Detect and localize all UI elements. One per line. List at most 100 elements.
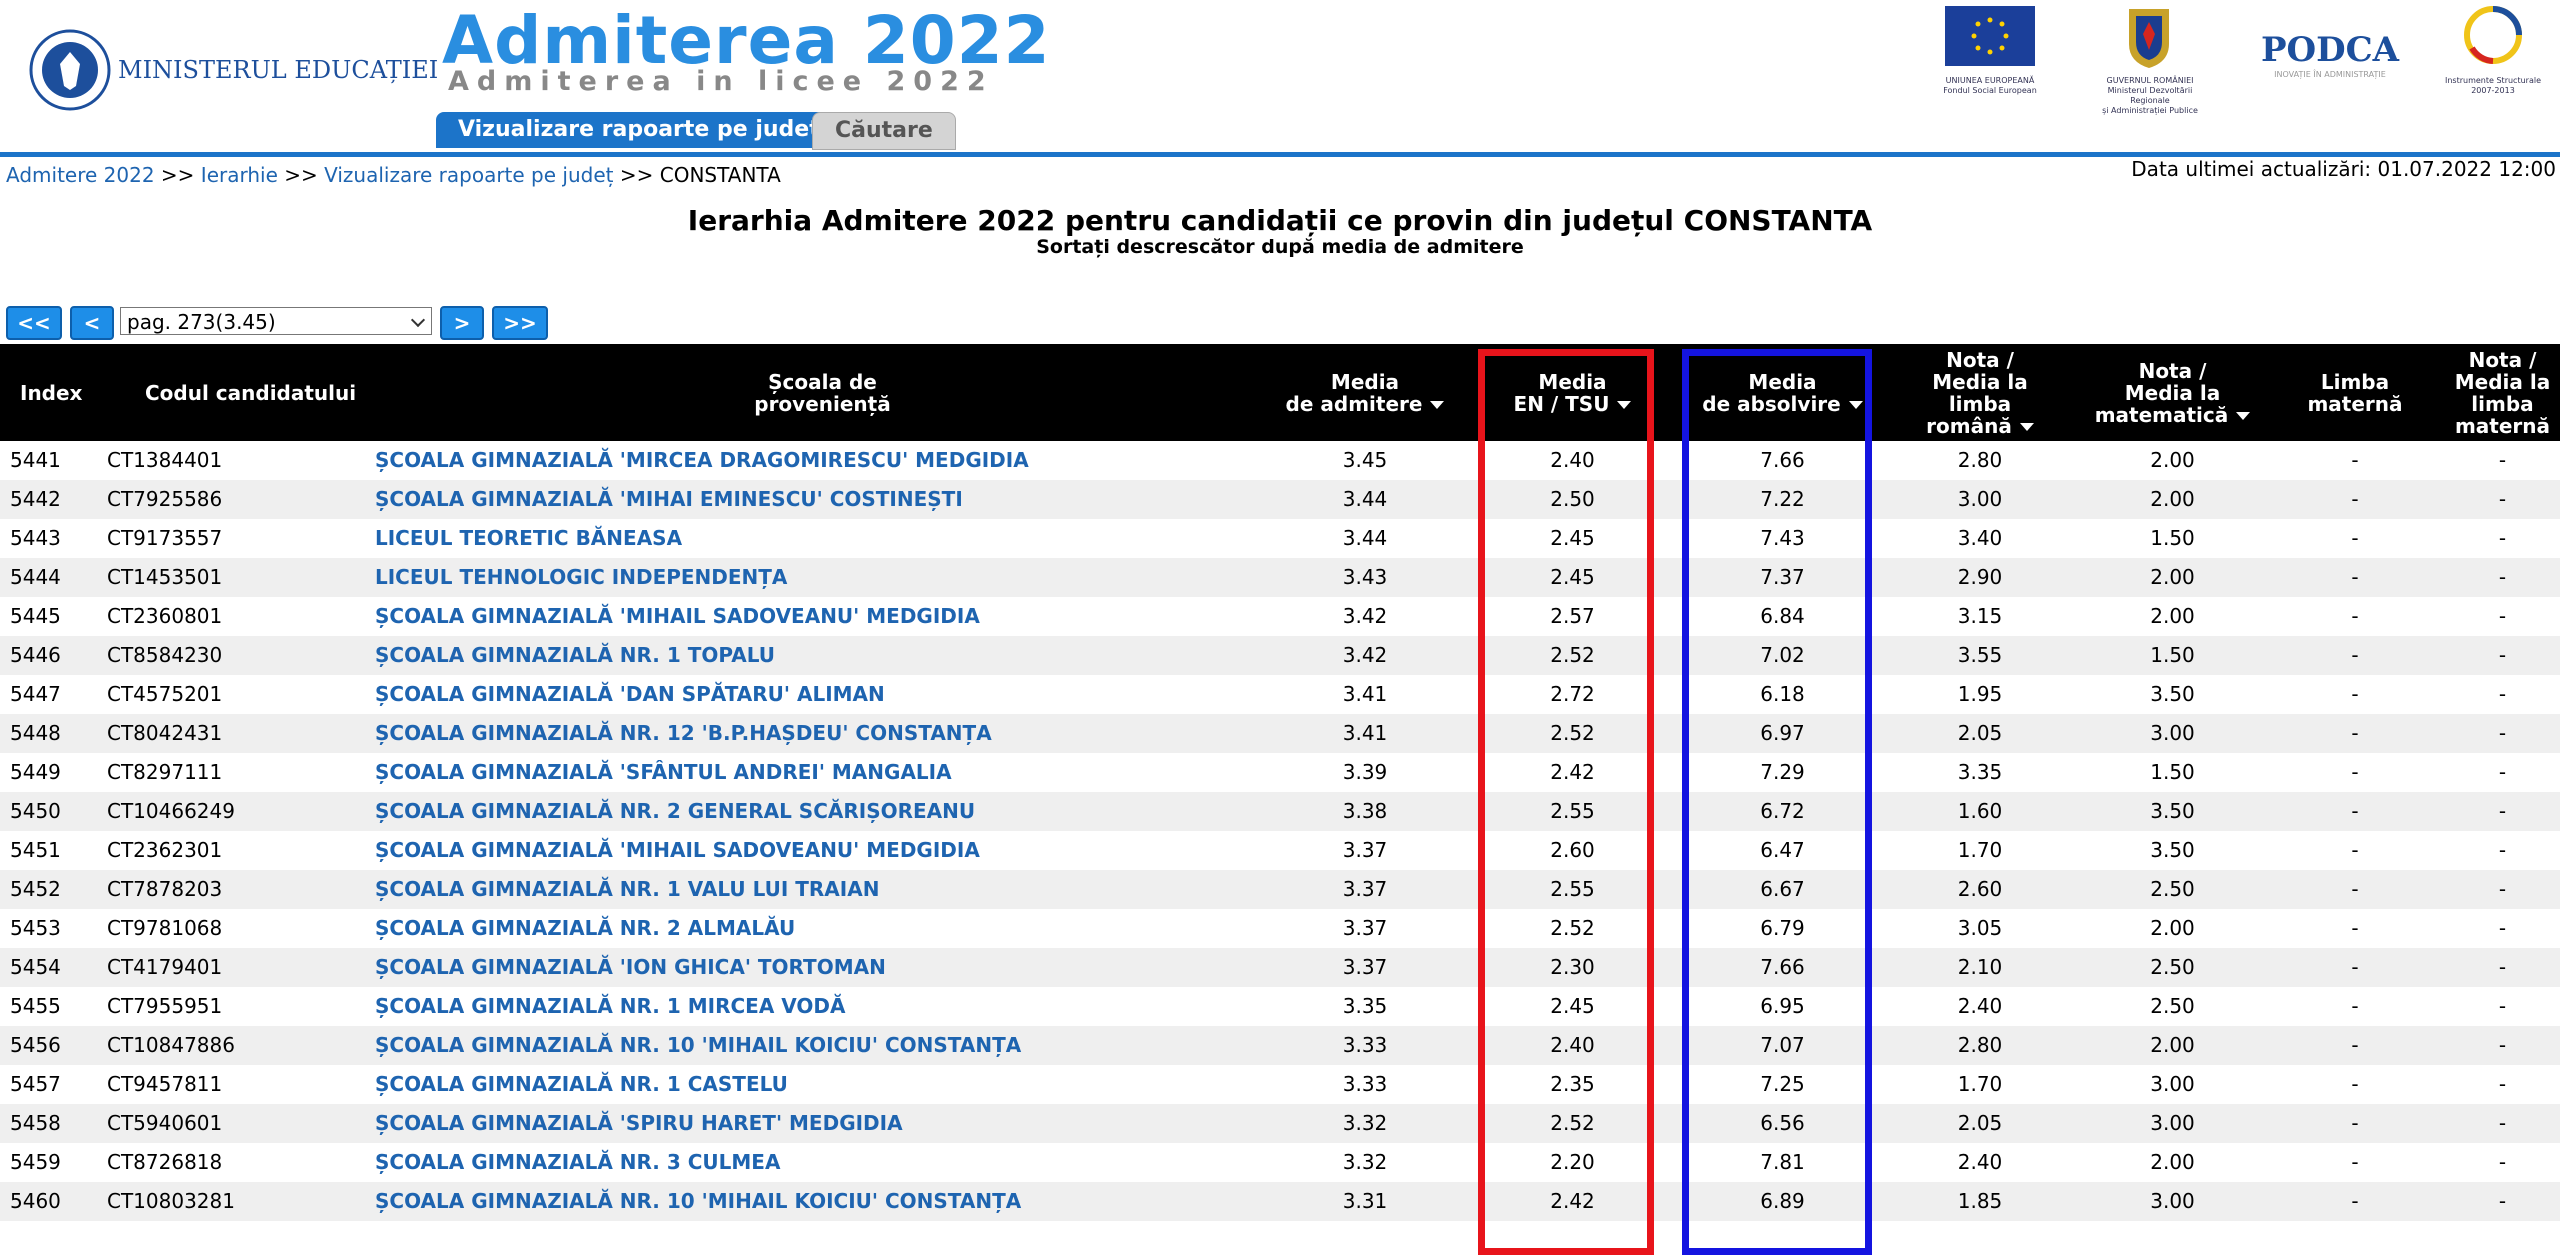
table-cell: 6.72: [1760, 799, 1805, 823]
school-link[interactable]: ȘCOALA GIMNAZIALĂ NR. 1 CASTELU: [375, 1072, 788, 1096]
school-link[interactable]: ȘCOALA GIMNAZIALĂ NR. 2 ALMALĂU: [375, 916, 796, 940]
school-link[interactable]: ȘCOALA GIMNAZIALĂ 'MIHAIL SADOVEANU' MED…: [375, 838, 980, 862]
table-cell: 3.37: [1342, 955, 1388, 979]
table-row: 5445 CT2360801 ȘCOALA GIMNAZIALĂ 'MIHAIL S…: [0, 597, 2560, 636]
school-link[interactable]: ȘCOALA GIMNAZIALĂ NR. 2 GENERAL SCĂRIȘOR…: [375, 799, 976, 823]
table-cell: 2.52: [1550, 721, 1595, 745]
table-cell: 2.00: [2150, 487, 2195, 511]
tab[interactable]: Căutare: [812, 112, 956, 150]
table-cell: 5441: [10, 448, 61, 472]
column-header[interactable]: Nota / Media la limba română: [1880, 344, 2080, 441]
school-link[interactable]: ȘCOALA GIMNAZIALĂ 'SPIRU HARET' MEDGIDIA: [375, 1111, 903, 1135]
last-page-button[interactable]: >>: [492, 306, 548, 340]
column-header-text: Index: [20, 380, 83, 405]
table-cell: 2.80: [1957, 1033, 2003, 1057]
table-row: 5443 CT9173557 LICEUL TEORETIC BĂNEASA 3.44…: [0, 519, 2560, 558]
table-cell: 2.60: [1550, 838, 1595, 862]
page-select[interactable]: pag. 273(3.45): [120, 307, 432, 335]
school-link[interactable]: ȘCOALA GIMNAZIALĂ NR. 12 'B.P.HAȘDEU' CO…: [375, 721, 992, 745]
table-cell: 3.50: [2150, 838, 2195, 862]
breadcrumb-link[interactable]: Admitere 2022: [6, 163, 155, 187]
table-cell: CT10466249: [107, 799, 235, 823]
table-cell: -: [2351, 565, 2359, 589]
breadcrumb-link[interactable]: Ierarhie: [200, 163, 278, 187]
sort-arrow[interactable]: [1617, 401, 1632, 409]
table-cell: -: [2351, 526, 2359, 550]
table-cell: -: [2351, 955, 2359, 979]
table-cell: -: [2351, 448, 2359, 472]
site-title[interactable]: Admiterea 2022: [442, 2, 1051, 79]
table-cell: 5453: [10, 916, 61, 940]
table-cell: 3.35: [1342, 994, 1388, 1018]
school-link[interactable]: ȘCOALA GIMNAZIALĂ NR. 1 MIRCEA VODĂ: [375, 994, 846, 1018]
table-row: 5441 CT1384401 ȘCOALA GIMNAZIALĂ 'MIRCEA D…: [0, 441, 2560, 480]
highlight-box: [1478, 349, 1654, 1255]
table-cell: -: [2351, 1150, 2359, 1174]
breadcrumb-link[interactable]: Vizualizare rapoarte pe județ: [324, 163, 614, 187]
table-cell: 5442: [10, 487, 61, 511]
table-cell: 7.02: [1760, 643, 1805, 667]
table-cell: 3.33: [1342, 1033, 1388, 1057]
table-cell: CT7878203: [107, 877, 223, 901]
school-link[interactable]: ȘCOALA GIMNAZIALĂ 'DAN SPĂTARU' ALIMAN: [375, 682, 885, 706]
table-cell: 3.37: [1342, 838, 1388, 862]
school-link[interactable]: ȘCOALA GIMNAZIALĂ NR. 1 TOPALU: [375, 643, 775, 667]
table-cell: 5451: [10, 838, 61, 862]
table-cell: 3.44: [1342, 526, 1388, 550]
logo-line: Fondul Social European: [1943, 86, 2037, 95]
column-header[interactable]: Media de admitere: [1270, 344, 1460, 441]
prev-page-button[interactable]: <: [70, 306, 114, 340]
column-header[interactable]: Media de absolvire: [1685, 344, 1880, 441]
table-cell: -: [2498, 682, 2507, 706]
table-cell: 3.31: [1342, 1189, 1388, 1213]
table-cell: 7.81: [1760, 1150, 1805, 1174]
table-cell: 5452: [10, 877, 61, 901]
tab-active[interactable]: Vizualizare rapoarte pe județ: [436, 112, 842, 148]
table-cell: 1.85: [1957, 1189, 2003, 1213]
table-cell: 6.56: [1760, 1111, 1805, 1135]
column-header: Limba maternă: [2265, 344, 2445, 441]
table-cell: 5448: [10, 721, 61, 745]
school-link[interactable]: ȘCOALA GIMNAZIALĂ NR. 10 'MIHAIL KOICIU'…: [375, 1033, 1022, 1057]
table-cell: CT8584230: [107, 643, 223, 667]
school-link[interactable]: ȘCOALA GIMNAZIALĂ NR. 3 CULMEA: [375, 1150, 781, 1174]
school-link[interactable]: ȘCOALA GIMNAZIALĂ NR. 1 VALU LUI TRAIAN: [375, 877, 880, 901]
sort-arrow[interactable]: [2236, 412, 2251, 420]
column-header-text: Nota / Media la limba română: [1926, 349, 2034, 437]
table-cell: -: [2498, 565, 2507, 589]
school-link[interactable]: ȘCOALA GIMNAZIALĂ 'MIRCEA DRAGOMIRESCU' …: [375, 448, 1029, 472]
column-header[interactable]: Nota / Media la matematică: [2080, 344, 2265, 441]
logo-line: GUVERNUL ROMÂNIEI: [2106, 76, 2194, 85]
table-cell: 5445: [10, 604, 61, 628]
table-cell: 6.79: [1760, 916, 1805, 940]
table-cell: 3.32: [1342, 1111, 1388, 1135]
table-cell: -: [2351, 838, 2359, 862]
sort-arrow[interactable]: [2019, 423, 2034, 431]
column-header-text: Școala de proveniență: [754, 369, 891, 416]
table-row: 5442 CT7925586 ȘCOALA GIMNAZIALĂ 'MIHAI EM…: [0, 480, 2560, 519]
sort-arrow[interactable]: [1430, 401, 1445, 409]
table-cell: 3.37: [1342, 877, 1388, 901]
column-header[interactable]: Media EN / TSU: [1460, 344, 1685, 441]
column-header: Index: [0, 344, 95, 441]
school-link[interactable]: ȘCOALA GIMNAZIALĂ 'ION GHICA' TORTOMAN: [375, 955, 886, 979]
sort-arrow[interactable]: [1848, 401, 1863, 409]
first-page-button[interactable]: <<: [6, 306, 62, 340]
school-link[interactable]: ȘCOALA GIMNAZIALĂ 'SFÂNTUL ANDREI' MANGA…: [375, 760, 952, 784]
school-link[interactable]: ȘCOALA GIMNAZIALĂ NR. 10 'MIHAIL KOICIU'…: [375, 1189, 1022, 1213]
table-cell: 6.95: [1760, 994, 1805, 1018]
school-link[interactable]: ȘCOALA GIMNAZIALĂ 'MIHAI EMINESCU' COSTI…: [375, 487, 963, 511]
table-cell: -: [2351, 643, 2359, 667]
page-title: Ierarhia Admitere 2022 pentru candidații…: [687, 204, 1873, 237]
table-cell: 1.95: [1957, 682, 2003, 706]
school-link[interactable]: LICEUL TEORETIC BĂNEASA: [375, 526, 683, 550]
table-cell: CT9457811: [107, 1072, 223, 1096]
table-cell: 6.84: [1760, 604, 1805, 628]
table-cell: 3.55: [1957, 643, 2003, 667]
table-cell: -: [2498, 643, 2507, 667]
school-link[interactable]: LICEUL TEHNOLOGIC INDEPENDENȚA: [375, 565, 788, 589]
table-cell: 3.41: [1342, 721, 1388, 745]
next-page-button[interactable]: >: [440, 306, 484, 340]
school-link[interactable]: ȘCOALA GIMNAZIALĂ 'MIHAIL SADOVEANU' MED…: [375, 604, 980, 628]
table-cell: -: [2351, 487, 2359, 511]
